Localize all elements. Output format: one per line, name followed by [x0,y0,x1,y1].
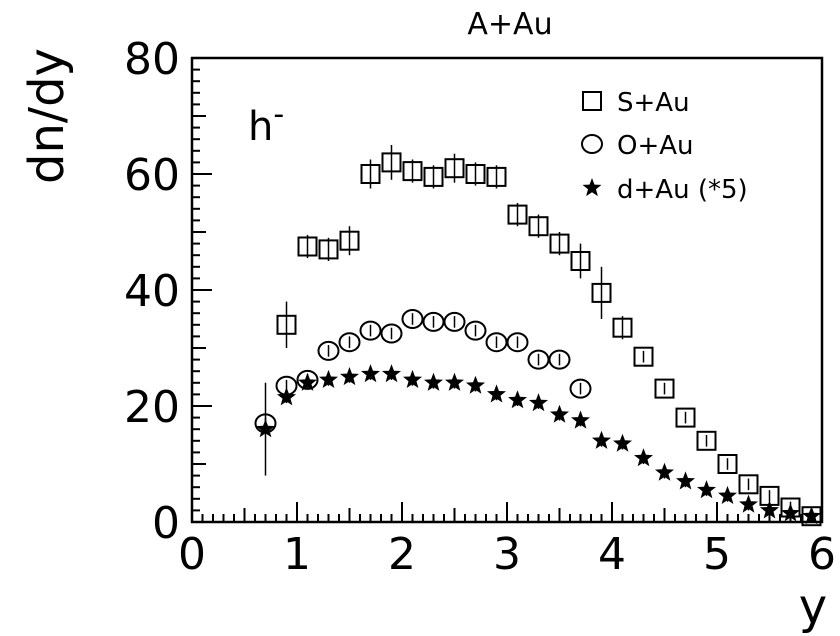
data-point [338,332,361,353]
data-point [570,251,591,271]
data-point [339,230,360,251]
legend-marker [582,178,602,197]
data-point [738,474,759,495]
legend: S+Au O+Au d+Au (*5) [581,88,748,205]
data-point [381,364,402,383]
data-point [591,282,612,303]
data-point [359,320,382,341]
data-point [465,164,486,184]
y-tick-label: 80 [124,34,180,85]
x-tick-label: 5 [703,529,731,580]
data-point [486,166,507,187]
data-point [443,311,466,332]
panel-label-text: h [248,104,273,150]
data-point [506,332,529,353]
data-point [548,349,571,370]
data-point [569,378,592,399]
data-point [444,372,465,391]
data-point [423,372,444,391]
series-open-square [276,145,822,527]
x-tick-label: 3 [493,529,521,580]
x-tick-label: 0 [178,529,206,580]
legend-label: S+Au [617,88,690,118]
data-point [360,164,381,184]
data-point [380,323,403,344]
x-tick-label: 1 [283,529,311,580]
data-point [759,500,780,519]
data-point [423,166,444,187]
data-point [696,480,717,499]
data-point [318,369,339,388]
data-point [402,161,423,182]
data-point [297,236,318,257]
data-point [296,369,319,390]
data-point [612,317,633,338]
data-point [717,454,738,474]
data-point [780,503,801,522]
data-point [549,233,570,254]
data-point [276,387,297,406]
data-point [675,471,696,490]
legend-label: O+Au [617,131,694,161]
data-point [402,369,423,388]
data-point [444,158,465,179]
x-tick-label: 2 [388,529,416,580]
data-point [507,390,528,409]
data-point [801,506,822,525]
data-point [276,314,297,335]
data-point [591,430,612,449]
data-point [318,239,339,260]
y-tick-label: 60 [124,150,180,201]
data-point [381,152,402,173]
data-point [401,309,424,329]
data-point [297,372,318,391]
y-tick-label: 0 [152,498,180,549]
data-point [339,367,360,386]
legend-marker [581,134,603,154]
data-point [696,430,717,451]
y-tick-label: 40 [124,266,180,317]
data-point [465,375,486,394]
data-point [654,378,675,399]
data-point [549,404,570,423]
plot-frame [190,56,824,524]
x-tick-label: 4 [598,529,626,580]
data-point [654,462,675,481]
data-point [633,346,654,367]
data-point [464,320,487,341]
data-point [612,433,633,452]
x-tick-label: 6 [808,529,836,580]
series-layer [254,145,822,527]
data-point [570,410,591,429]
data-point [717,485,738,504]
series-filled-star [255,364,822,525]
chart-title: A+Au [467,7,552,42]
panel-label-superscript: - [273,97,284,132]
data-point [507,204,528,225]
data-point [255,419,276,438]
data-point [633,448,654,467]
data-point [317,340,340,361]
series-open-circle [254,309,592,434]
data-point [528,216,549,237]
data-point [528,393,549,412]
x-axis-label: y [799,579,827,635]
data-point [675,407,696,428]
legend-label: d+Au (*5) [617,175,748,205]
y-tick-label: 20 [124,382,180,433]
data-point [738,494,759,513]
legend-marker [582,91,602,111]
panel-label: h- [248,97,284,150]
data-point [486,384,507,403]
y-axis-label: dn/dy [19,48,75,184]
data-point [360,364,381,383]
